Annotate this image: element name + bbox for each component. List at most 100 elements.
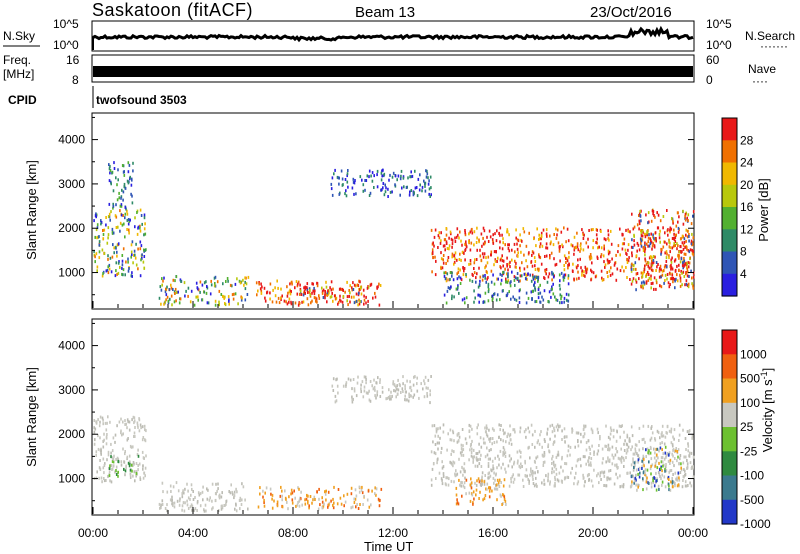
scatter-cell [172,278,175,282]
scatter-cell [103,464,106,467]
scatter-cell [440,477,443,481]
scatter-cell [491,427,494,431]
scatter-cell [542,461,545,464]
scatter-cell [452,460,454,464]
scatter-cell [582,476,585,480]
scatter-cell [677,448,680,452]
scatter-cell [199,290,201,294]
scatter-cell [645,480,648,484]
scatter-cell [539,237,541,241]
scatter-cell [127,461,130,465]
scatter-cell [133,435,135,438]
scatter-cell [465,478,468,482]
scatter-cell [363,494,365,498]
scatter-cell [103,479,106,483]
scatter-cell [383,193,386,197]
scatter-cell [459,470,462,474]
scatter-cell [657,431,660,435]
scatter-cell [351,505,354,509]
scatter-cell [551,270,553,274]
scatter-cell [451,271,453,275]
scatter-cell [247,507,249,511]
scatter-cell [143,255,146,258]
scatter-cell [409,380,411,384]
scatter-cell [676,459,678,463]
scatter-cell [116,198,119,202]
scatter-cell [389,190,392,194]
scatter-cell [667,475,670,479]
scatter-cell [443,244,446,248]
scatter-cell [304,287,306,291]
scatter-cell [122,268,125,272]
scatter-cell [193,508,196,512]
scatter-cell [577,264,579,268]
scatter-cell [368,505,371,509]
scatter-cell [309,495,312,498]
scatter-cell [117,474,119,478]
scatter-cell [469,444,472,448]
scatter-cell [380,171,383,175]
scatter-cell [371,171,374,175]
scatter-cell [264,491,266,495]
scatter-cell [445,262,447,265]
scatter-cell [346,280,348,284]
scatter-cell [278,301,281,305]
scatter-cell [644,235,647,239]
scatter-cell [666,209,668,212]
scatter-cell [191,508,193,512]
scatter-cell [344,500,347,504]
scatter-cell [557,428,559,432]
scatter-cell [334,297,337,301]
scatter-cell [626,252,628,256]
scatter-cell [455,486,458,490]
scatter-cell [615,447,617,451]
scatter-cell [541,244,544,248]
scatter-cell [487,299,490,303]
scatter-cell [128,420,131,424]
x-tick-label: 12:00 [378,526,408,540]
scatter-cell [274,294,277,298]
scatter-cell [331,291,333,295]
scatter-cell [170,294,173,298]
scatter-cell [470,486,473,490]
scatter-cell [511,248,513,252]
scatter-cell [510,438,512,442]
scatter-cell [670,263,672,267]
scatter-cell [110,442,112,446]
scatter-cell [478,283,481,287]
scatter-cell [681,264,684,267]
scatter-cell [423,379,425,383]
scatter-cell [346,174,348,178]
scatter-cell [270,492,272,496]
scatter-cell [534,288,537,292]
scatter-cell [476,272,478,276]
scatter-cell [136,232,139,236]
scatter-cell [662,464,664,468]
scatter-cell [488,486,490,490]
scatter-cell [424,184,426,188]
scatter-cell [134,253,136,257]
scatter-cell [660,275,662,279]
scatter-cell [609,437,611,441]
scatter-cell [692,214,694,218]
scatter-cell [481,252,484,256]
scatter-cell [550,295,552,299]
colorbar-tick-label: 8 [740,245,747,259]
scatter-cell [395,395,397,399]
scatter-cell [493,250,496,254]
scatter-cell [487,464,490,468]
scatter-cell [128,464,131,468]
scatter-cell [93,219,95,223]
scatter-cell [142,260,145,264]
scatter-cell [276,279,278,283]
scatter-cell [680,257,683,261]
scatter-cell [596,241,598,245]
scatter-cell [450,479,453,483]
scatter-cell [296,292,299,296]
scatter-cell [498,485,501,488]
scatter-cell [430,186,432,190]
scatter-cell [457,284,459,288]
scatter-cell [565,261,567,264]
scatter-cell [244,287,247,291]
scatter-cell [112,231,115,235]
